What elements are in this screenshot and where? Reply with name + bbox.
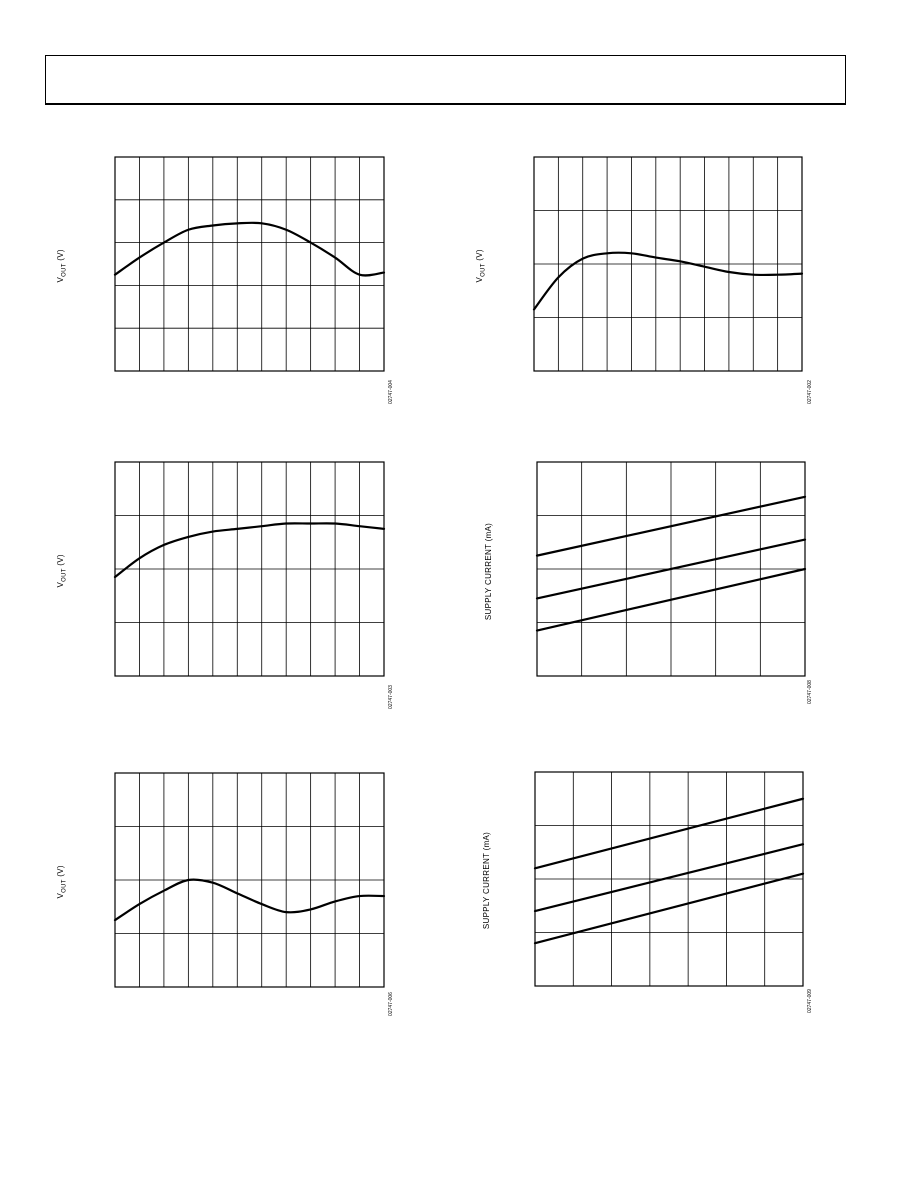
chart-vout-3 [113,461,386,677]
plot-frame [114,461,385,677]
y-axis-label-chart-2: VOUT (V) [474,249,487,283]
plot-frame [114,156,385,372]
chart-vout-4 [113,772,386,988]
plot-frame [114,772,385,988]
figure-id-chart-1: 02747-004 [387,380,394,404]
series-line-2 [535,538,807,600]
series-line-1 [533,797,805,870]
series-line-1 [113,221,386,277]
series-line-1 [113,522,386,579]
y-axis-label-chart-1: VOUT (V) [55,249,68,283]
figure-id-chart-3: 02747-003 [387,685,394,709]
series-line-1 [113,878,386,922]
series-line-3 [533,872,805,945]
figure-id-chart-2: 02747-002 [806,380,813,404]
plot-frame [534,771,804,987]
y-axis-label-chart-3: VOUT (V) [55,554,68,588]
chart-vout-1 [113,156,386,372]
series-line-2 [533,843,805,913]
chart-supply-current-2 [533,771,805,987]
series-line-1 [532,251,804,311]
y-axis-label-chart-5: VOUT (V) [55,865,68,899]
figure-id-chart-6: 02747-009 [806,989,813,1013]
y-axis-label-chart-4: SUPPLY CURRENT (mA) [484,522,494,621]
page-header-box [45,55,846,105]
series-line-1 [535,495,807,557]
y-axis-label-chart-6: SUPPLY CURRENT (mA) [482,831,492,930]
figure-id-chart-5: 02747-006 [387,992,394,1016]
figure-id-chart-4: 02747-008 [806,680,813,704]
chart-vout-2 [532,156,804,372]
plot-frame [533,156,803,372]
chart-supply-current-1 [535,461,807,677]
series-line-3 [535,567,807,632]
